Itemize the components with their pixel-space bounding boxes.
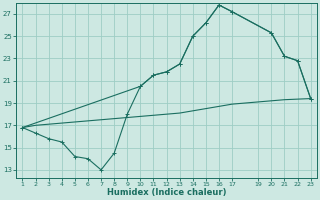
X-axis label: Humidex (Indice chaleur): Humidex (Indice chaleur) [107,188,226,197]
